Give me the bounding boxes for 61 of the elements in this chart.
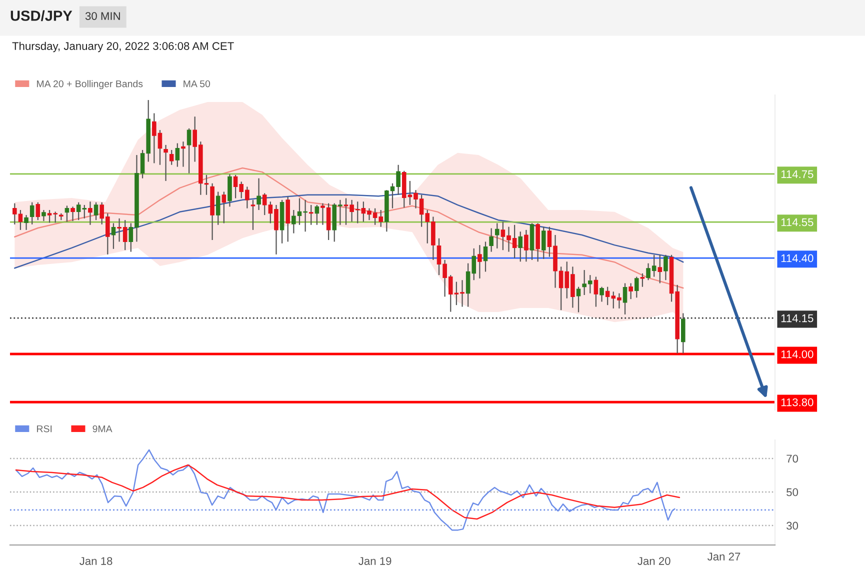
candlestick bbox=[186, 128, 192, 174]
legend-label: RSI bbox=[37, 425, 52, 432]
candlestick bbox=[169, 149, 174, 166]
y-tick-label: 114.75 bbox=[781, 170, 814, 178]
candlestick bbox=[681, 312, 686, 354]
text: Thursday, January 20, 2022 3:06:08 AM CET bbox=[12, 42, 234, 52]
candlestick bbox=[518, 231, 523, 262]
candlestick bbox=[483, 241, 488, 272]
candlestick bbox=[286, 196, 290, 242]
chart-title: USD/JPY bbox=[10, 10, 72, 22]
candlestick bbox=[164, 144, 168, 182]
chart-subtitle: 30 MIN bbox=[85, 12, 120, 20]
y-tick-label: 114.00 bbox=[781, 350, 814, 358]
x-tick-label: Jan 18 bbox=[80, 557, 112, 565]
candlestick bbox=[94, 202, 98, 221]
candlestick bbox=[250, 199, 256, 230]
candlestick bbox=[216, 191, 220, 226]
legend-label: MA 20 + Bollinger Bands bbox=[37, 80, 143, 90]
candlestick bbox=[494, 222, 500, 249]
y-tick-label: 50 bbox=[786, 488, 798, 496]
x-tick-label: Jan 20 bbox=[638, 557, 670, 565]
candlestick bbox=[64, 205, 70, 222]
candlestick bbox=[600, 286, 604, 302]
legend-label: MA 50 bbox=[184, 80, 210, 88]
candlestick bbox=[222, 191, 226, 224]
candlestick bbox=[36, 202, 40, 221]
candlestick bbox=[524, 229, 528, 262]
candlestick bbox=[576, 286, 581, 313]
line-series bbox=[14, 167, 684, 289]
y-tick-label: 70 bbox=[786, 454, 798, 463]
candlestick bbox=[640, 272, 645, 288]
candlestick bbox=[70, 206, 75, 222]
candlestick bbox=[542, 226, 546, 260]
candlestick bbox=[256, 178, 261, 211]
line-series bbox=[15, 464, 680, 520]
candlestick bbox=[622, 282, 628, 315]
candlestick bbox=[111, 222, 116, 250]
candlestick bbox=[594, 276, 598, 308]
y-tick-label: 113.80 bbox=[781, 398, 814, 406]
y-tick-label: 114.55 bbox=[781, 218, 814, 226]
candlestick bbox=[628, 282, 633, 300]
y-tick-label: 30 bbox=[786, 522, 798, 530]
line-series bbox=[14, 192, 684, 269]
candlestick bbox=[181, 141, 186, 168]
legend-label: 9MA bbox=[92, 425, 112, 432]
candlestick bbox=[30, 202, 34, 225]
candlestick bbox=[24, 214, 28, 230]
candlestick bbox=[489, 228, 494, 252]
candlestick bbox=[664, 254, 668, 281]
x-tick-label: Jan 19 bbox=[358, 557, 392, 565]
y-tick-label: 114.15 bbox=[781, 314, 814, 322]
candlestick bbox=[314, 204, 320, 226]
candlestick bbox=[634, 276, 639, 298]
y-tick-label: 114.40 bbox=[781, 254, 814, 262]
candlestick bbox=[308, 204, 314, 226]
candlestick bbox=[88, 201, 92, 226]
text: Jan 27 bbox=[707, 552, 740, 561]
candlestick bbox=[658, 254, 662, 284]
candlestick bbox=[478, 244, 482, 279]
candlestick bbox=[42, 209, 46, 222]
candlestick bbox=[175, 142, 180, 168]
